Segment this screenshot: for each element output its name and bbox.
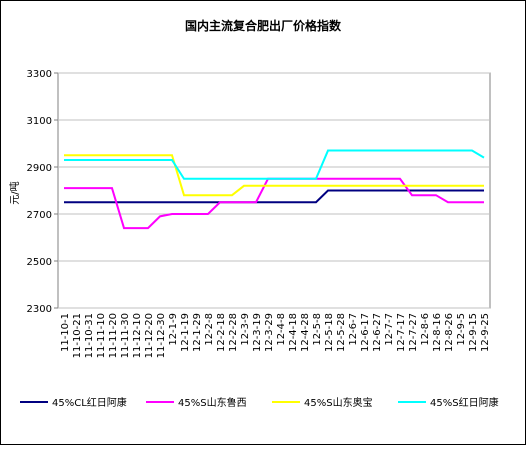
x-tick-label: 12-4-8: [276, 313, 287, 346]
legend-label: 45%S山东鲁西: [178, 396, 247, 409]
x-tick-label: 12-4-18: [288, 313, 299, 352]
x-tick-label: 11-11-20: [108, 313, 119, 358]
x-tick-label: 12-5-8: [312, 313, 323, 346]
y-tick-label: 2500: [27, 257, 52, 268]
y-tick-label: 2700: [27, 210, 52, 221]
x-tick-label: 12-2-18: [216, 313, 227, 352]
x-tick-label: 11-12-30: [156, 313, 167, 358]
x-tick-label: 12-8-26: [444, 313, 455, 352]
x-tick-label: 12-9-15: [468, 313, 479, 352]
legend-label: 45%S红日阿康: [430, 396, 499, 409]
series-line: [64, 149, 485, 180]
y-axis-label: 元/吨: [8, 181, 21, 204]
x-tick-label: 12-6-17: [360, 313, 371, 352]
x-tick-label: 11-12-20: [144, 313, 155, 358]
x-tick-label: 11-11-10: [96, 313, 107, 358]
series-line: [64, 154, 484, 197]
x-tick-label: 12-1-29: [192, 313, 203, 352]
chart-title: 国内主流复合肥出厂价格指数: [185, 18, 342, 33]
legend-label: 45%S山东奥宝: [304, 396, 373, 409]
y-tick-label: 2900: [27, 163, 52, 174]
x-tick-label: 12-9-5: [456, 313, 467, 346]
x-tick-label: 12-8-16: [432, 313, 443, 352]
x-tick-label: 11-12-10: [132, 313, 143, 358]
x-tick-label: 11-10-1: [60, 313, 71, 352]
x-tick-label: 12-3-19: [252, 313, 263, 352]
y-tick-label: 2300: [27, 304, 52, 315]
x-tick-label: 11-10-21: [72, 313, 83, 358]
x-tick-label: 12-5-18: [324, 313, 335, 352]
x-tick-label: 12-6-7: [348, 313, 359, 346]
x-tick-label: 12-4-28: [300, 313, 311, 352]
x-tick-label: 12-8-6: [420, 313, 431, 346]
x-tick-label: 12-9-25: [480, 313, 491, 352]
x-tick-label: 12-2-28: [228, 313, 239, 352]
legend-label: 45%CL红日阿康: [52, 396, 127, 409]
x-tick-label: 12-3-29: [264, 313, 275, 352]
series-line: [64, 189, 484, 204]
x-tick-label: 12-6-27: [372, 313, 383, 352]
x-tick-label: 12-1-19: [180, 313, 191, 352]
x-tick-label: 12-3-9: [240, 313, 251, 346]
x-tick-label: 12-7-27: [408, 313, 419, 352]
x-tick-label: 12-1-9: [168, 313, 179, 346]
y-tick-label: 3300: [27, 69, 52, 80]
x-tick-label: 12-7-17: [396, 313, 407, 352]
x-tick-label: 11-11-30: [120, 313, 131, 358]
x-tick-label: 12-5-28: [336, 313, 347, 352]
x-tick-label: 11-10-31: [84, 313, 95, 358]
y-tick-label: 3100: [27, 116, 52, 127]
x-tick-label: 12-7-7: [384, 313, 395, 346]
x-tick-label: 12-2-8: [204, 313, 215, 346]
